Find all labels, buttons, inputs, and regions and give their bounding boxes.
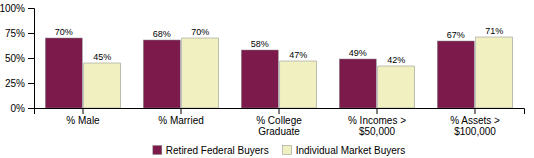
y-tick-mark (28, 108, 34, 109)
y-tick: 50% (5, 53, 34, 64)
x-tick-label-line: % Incomes > (348, 115, 406, 126)
x-tick-label-line: Graduate (258, 126, 300, 137)
x-tick-label: % CollegeGraduate (256, 115, 302, 137)
legend-item: Retired Federal Buyers (153, 145, 269, 156)
data-label: 68% (153, 29, 171, 39)
x-tick-mark (181, 108, 182, 114)
data-label: 67% (447, 30, 465, 40)
data-label: 45% (93, 52, 111, 62)
legend-swatch (283, 146, 292, 155)
bar (280, 61, 317, 108)
x-tick-label-line: % Married (158, 115, 204, 126)
series (45, 38, 474, 108)
x-tick-mark (83, 108, 84, 114)
legend-item: Individual Market Buyers (283, 145, 406, 156)
y-tick-label: 0% (11, 103, 26, 114)
bar (339, 59, 376, 108)
legend-label: Individual Market Buyers (296, 145, 406, 156)
bar (84, 63, 121, 108)
bar (241, 50, 278, 108)
y-tick: 25% (5, 78, 34, 89)
x-axis: % Male % Married % CollegeGraduate % Income… (35, 108, 525, 137)
x-tick-label: % Married (158, 115, 204, 126)
y-tick-label: 100% (0, 3, 25, 14)
bar (437, 41, 474, 108)
y-tick-label: 25% (5, 78, 25, 89)
legend: Retired Federal Buyers Individual Market … (153, 145, 405, 156)
series (84, 37, 513, 108)
y-tick-mark (28, 8, 34, 9)
data-label: 58% (251, 39, 269, 49)
y-tick-mark (28, 33, 34, 34)
legend-swatch (153, 146, 162, 155)
y-tick-mark (28, 83, 34, 84)
y-axis-line (28, 9, 35, 109)
x-tick-mark (475, 108, 476, 114)
data-labels: 70% 68% 58% 49% 67% 45% 70% 47% 42% 71% (55, 26, 503, 65)
x-tick-label-line: % Assets > (450, 115, 500, 126)
y-tick-mark (28, 58, 34, 59)
x-tick: % CollegeGraduate (256, 108, 302, 137)
x-tick: % Married (158, 108, 204, 126)
bar (143, 40, 180, 108)
x-tick-label-line: % College (256, 115, 302, 126)
plot: 0% 25% 50% 75% 100% % Male % Married % CollegeG… (0, 3, 525, 137)
data-label: 42% (387, 55, 405, 65)
x-tick: % Male (66, 108, 100, 126)
y-tick: 75% (5, 28, 34, 39)
x-tick-label-line: $100,000 (454, 126, 496, 137)
x-tick-label: % Incomes >$50,000 (348, 115, 406, 137)
x-tick-mark (377, 108, 378, 114)
x-tick-label: % Male (66, 115, 100, 126)
data-label: 49% (349, 48, 367, 58)
data-label: 70% (191, 27, 209, 37)
chart: 0% 25% 50% 75% 100% % Male % Married % CollegeG… (0, 0, 534, 158)
y-tick: 100% (0, 3, 34, 14)
bars (45, 37, 512, 108)
bar (182, 38, 219, 108)
y-tick-label: 50% (5, 53, 25, 64)
legend-label: Retired Federal Buyers (166, 145, 269, 156)
y-tick-label: 75% (5, 28, 25, 39)
bar (45, 38, 82, 108)
bar (476, 37, 513, 108)
x-tick: % Assets >$100,000 (450, 108, 500, 137)
data-label: 47% (289, 50, 307, 60)
x-tick-label-line: $50,000 (359, 126, 396, 137)
data-label: 70% (55, 27, 73, 37)
x-tick-mark (279, 108, 280, 114)
x-tick-label-line: % Male (66, 115, 100, 126)
data-label: 71% (485, 26, 503, 36)
y-axis: 0% 25% 50% 75% 100% (0, 3, 35, 114)
y-tick: 0% (11, 103, 34, 114)
x-tick: % Incomes >$50,000 (348, 108, 406, 137)
x-axis-line (35, 109, 525, 115)
x-tick-label: % Assets >$100,000 (450, 115, 500, 137)
bar (378, 66, 415, 108)
